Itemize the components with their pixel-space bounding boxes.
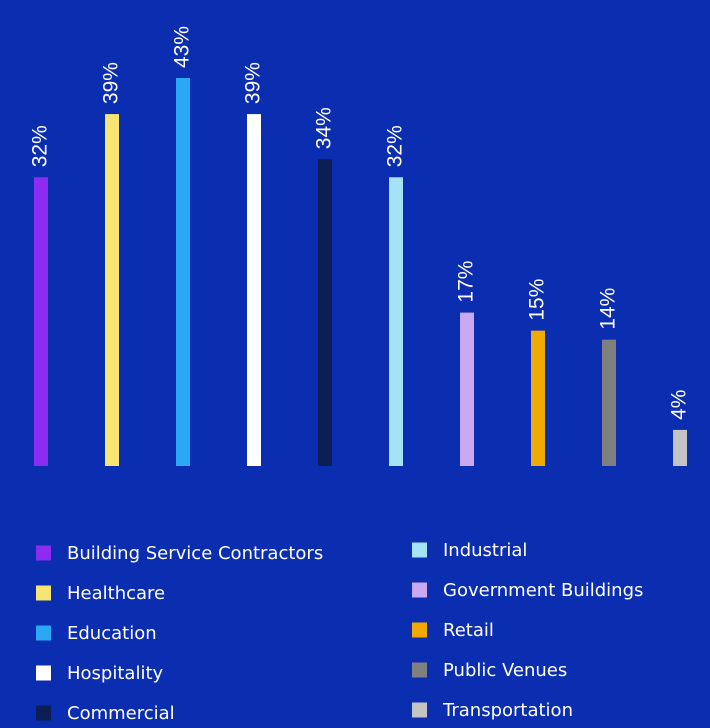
value-label: 14%: [597, 288, 620, 330]
legend-label: Retail: [443, 620, 494, 641]
legend-label: Public Venues: [443, 660, 567, 681]
legend-swatch: [412, 582, 427, 598]
legend-label: Transportation: [442, 700, 573, 721]
value-label: 17%: [455, 261, 478, 303]
legend-swatch: [412, 622, 427, 638]
legend-swatch: [36, 625, 51, 641]
bar: [105, 114, 119, 467]
bar: [247, 114, 261, 467]
bar: [531, 330, 545, 466]
legend-swatch: [36, 545, 51, 561]
bar: [673, 429, 687, 466]
legend-label: Building Service Contractors: [67, 543, 323, 564]
legend-label: Industrial: [443, 540, 527, 561]
value-label: 32%: [29, 125, 52, 167]
bar: [460, 312, 474, 466]
value-label: 4%: [668, 390, 691, 420]
bar: [176, 78, 190, 466]
value-label: 34%: [313, 107, 336, 149]
legend-label: Education: [67, 623, 157, 644]
legend-swatch: [36, 665, 51, 681]
legend-swatch: [412, 702, 427, 718]
legend-swatch: [36, 585, 51, 601]
legend-swatch: [36, 705, 51, 721]
legend-label: Hospitality: [67, 663, 164, 684]
legend-label: Government Buildings: [443, 580, 643, 601]
bar: [602, 339, 616, 466]
legend-label: Healthcare: [67, 583, 165, 604]
bar: [318, 159, 332, 467]
legend-label: Commercial: [67, 703, 175, 724]
bar: [34, 177, 48, 467]
value-label: 43%: [171, 26, 194, 68]
legend-swatch: [412, 542, 427, 558]
bar: [389, 177, 403, 467]
legend-swatch: [412, 662, 427, 678]
value-label: 39%: [242, 62, 265, 104]
value-label: 32%: [384, 125, 407, 167]
value-label: 15%: [526, 279, 549, 321]
value-label: 39%: [100, 62, 123, 104]
